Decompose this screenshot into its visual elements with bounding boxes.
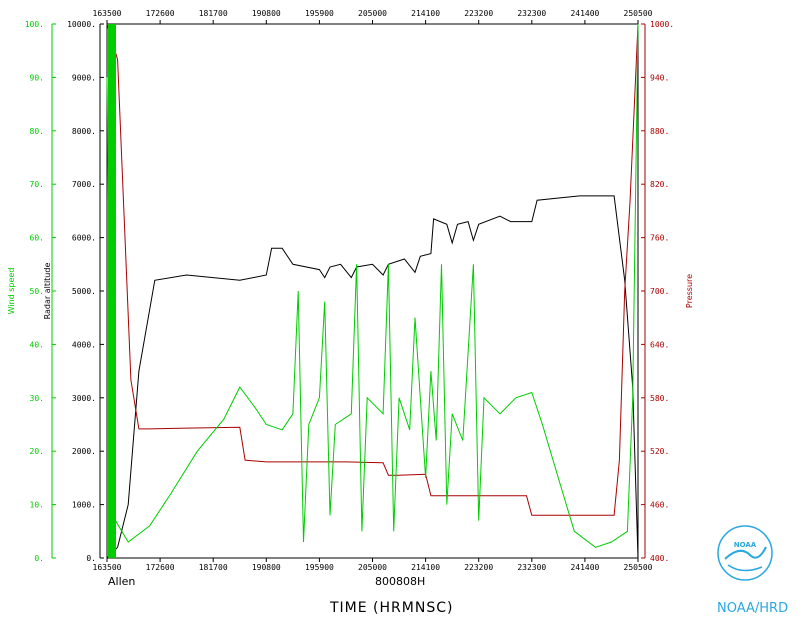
x-tick-label: 241400 bbox=[570, 563, 599, 572]
altitude-tick-label: 1000. bbox=[72, 501, 96, 510]
pressure-tick-label: 1000. bbox=[650, 20, 674, 29]
x-tick-label-top: 223200 bbox=[464, 9, 493, 18]
x-tick-label: 250500 bbox=[624, 563, 653, 572]
axes-layer: 163500 163500 172600 172600 181700 181700 1908… bbox=[7, 9, 694, 572]
pressure-tick-label: 640. bbox=[650, 340, 669, 349]
wind-tick-label: 40. bbox=[30, 340, 44, 349]
pressure-tick-label: 940. bbox=[650, 73, 669, 82]
x-tick-label: 163500 bbox=[93, 563, 122, 572]
x-tick-label-top: 181700 bbox=[199, 9, 228, 18]
altitude-tick-label: 10000. bbox=[67, 20, 96, 29]
storm-label: Allen bbox=[108, 575, 135, 588]
altitude-tick-label: 5000. bbox=[72, 287, 96, 296]
x-tick-label-top: 214100 bbox=[411, 9, 440, 18]
altitude-tick-label: 9000. bbox=[72, 73, 96, 82]
noaa-logo-text: NOAA bbox=[734, 541, 757, 549]
pressure-tick-label: 520. bbox=[650, 447, 669, 456]
x-tick-label: 172600 bbox=[146, 563, 175, 572]
x-tick-label-top: 190800 bbox=[252, 9, 281, 18]
pressure-tick-label: 880. bbox=[650, 127, 669, 136]
altitude-tick-label: 6000. bbox=[72, 234, 96, 243]
x-tick-label-top: 195900 bbox=[305, 9, 334, 18]
altitude-tick-label: 3000. bbox=[72, 394, 96, 403]
wind-tick-label: 60. bbox=[30, 234, 44, 243]
wind-axis-title: Wind speed bbox=[7, 268, 16, 315]
x-tick-label-top: 250500 bbox=[624, 9, 653, 18]
x-tick-label: 223200 bbox=[464, 563, 493, 572]
pressure-axis-title: Pressure bbox=[685, 274, 694, 308]
x-tick-label: 190800 bbox=[252, 563, 281, 572]
x-tick-label-top: 172600 bbox=[146, 9, 175, 18]
wind-tick-label: 10. bbox=[30, 501, 44, 510]
x-tick-label-top: 232300 bbox=[517, 9, 546, 18]
x-tick-label-top: 241400 bbox=[570, 9, 599, 18]
altitude-tick-label: 0. bbox=[86, 554, 96, 563]
altitude-axis-title: Radar altitude bbox=[43, 263, 52, 320]
series-layer bbox=[106, 23, 639, 559]
x-tick-label: 214100 bbox=[411, 563, 440, 572]
series-pressure bbox=[106, 23, 639, 516]
pressure-tick-label: 700. bbox=[650, 287, 669, 296]
wind-tick-label: 0. bbox=[34, 554, 44, 563]
x-axis-title: TIME (HRMNSC) bbox=[329, 600, 453, 616]
altitude-tick-label: 4000. bbox=[72, 340, 96, 349]
wind-tick-label: 20. bbox=[30, 447, 44, 456]
x-tick-label-top: 163500 bbox=[93, 9, 122, 18]
date-label: 800808H bbox=[375, 575, 425, 588]
x-tick-label: 195900 bbox=[305, 563, 334, 572]
org-label: NOAA/HRD bbox=[717, 601, 788, 616]
wind-tick-label: 90. bbox=[30, 73, 44, 82]
noaa-logo: NOAA bbox=[717, 525, 773, 581]
x-tick-label: 181700 bbox=[199, 563, 228, 572]
wind-tick-label: 50. bbox=[30, 287, 44, 296]
x-tick-label-top: 205000 bbox=[358, 9, 387, 18]
pressure-tick-label: 400. bbox=[650, 554, 669, 563]
wind-tick-label: 80. bbox=[30, 127, 44, 136]
wind-tick-label: 100. bbox=[25, 20, 44, 29]
altitude-tick-label: 2000. bbox=[72, 447, 96, 456]
pressure-tick-label: 580. bbox=[650, 394, 669, 403]
pressure-tick-label: 760. bbox=[650, 234, 669, 243]
altitude-tick-label: 7000. bbox=[72, 180, 96, 189]
altitude-tick-label: 8000. bbox=[72, 127, 96, 136]
wind-tick-label: 30. bbox=[30, 394, 44, 403]
x-tick-label: 205000 bbox=[358, 563, 387, 572]
wind-dense-band bbox=[108, 24, 116, 558]
text-layer: Allen 800808H TIME (HRMNSC) bbox=[108, 575, 453, 616]
wind-tick-label: 70. bbox=[30, 180, 44, 189]
series-wind-speed bbox=[106, 23, 639, 548]
pressure-tick-label: 820. bbox=[650, 180, 669, 189]
pressure-tick-label: 460. bbox=[650, 501, 669, 510]
x-tick-label: 232300 bbox=[517, 563, 546, 572]
series-radar-altitude bbox=[106, 195, 639, 559]
